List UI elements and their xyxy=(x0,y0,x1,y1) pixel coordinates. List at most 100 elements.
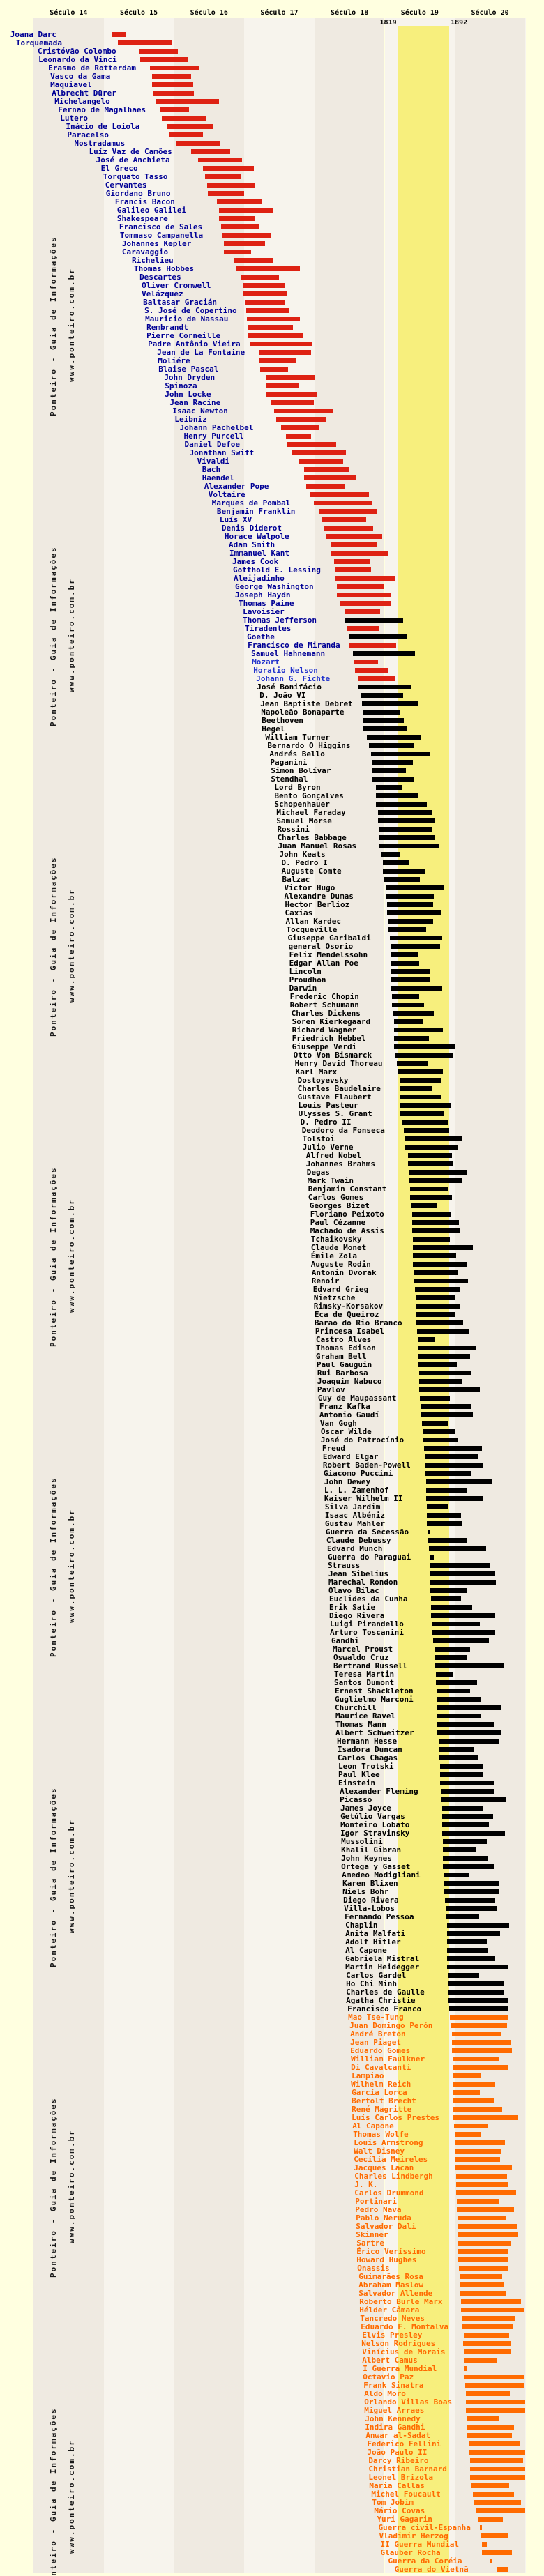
person-label: James Cook xyxy=(232,557,279,566)
person-label: Samuel Morse xyxy=(276,816,332,825)
lifespan-bar xyxy=(473,2492,514,2497)
person-label: Orlando Villas Boas xyxy=(364,2398,453,2407)
person-label: Franz Kafka xyxy=(319,1402,370,1411)
lifespan-bar xyxy=(197,158,243,162)
person-label: Simon Bolívar xyxy=(271,766,331,775)
lifespan-bar xyxy=(347,626,379,631)
person-label: Eça de Queiroz xyxy=(314,1310,379,1319)
person-label: L. L. Zamenhof xyxy=(324,1486,389,1495)
person-label: Al Capone xyxy=(345,1946,387,1955)
lifespan-bar xyxy=(415,1304,461,1309)
lifespan-bar xyxy=(363,726,407,731)
person-label: Adolf Hitler xyxy=(345,1937,401,1946)
person-label: Picasso xyxy=(340,1795,372,1804)
person-label: Tchaikovsky xyxy=(310,1235,362,1244)
lifespan-bar xyxy=(286,442,336,447)
person-label: Vladimir Herzog xyxy=(379,2531,448,2540)
person-label: Gustave Flaubert xyxy=(297,1092,372,1102)
lifespan-bar xyxy=(459,2266,508,2271)
lifespan-bar xyxy=(330,542,378,547)
lifespan-bar xyxy=(409,1195,453,1200)
lifespan-bar xyxy=(117,40,173,45)
lifespan-bar xyxy=(431,1622,481,1626)
person-label: Daniel Defoe xyxy=(184,440,240,449)
lifespan-bar xyxy=(482,2550,512,2555)
person-label: José de Anchieta xyxy=(96,155,170,165)
lifespan-bar xyxy=(443,1856,488,1861)
person-label: II Guerra Mundial xyxy=(380,2540,460,2549)
lifespan-bar xyxy=(481,2533,508,2538)
person-label: Eduardo Gomes xyxy=(350,2046,411,2055)
person-label: Amedeo Modigliani xyxy=(342,1870,421,1880)
person-label: Skinner xyxy=(356,2230,388,2239)
lifespan-bar xyxy=(443,1864,494,1869)
person-label: Igor Stravinsky xyxy=(340,1829,410,1838)
lifespan-bar xyxy=(448,1990,504,1995)
person-label: Degas xyxy=(306,1168,330,1177)
lifespan-bar xyxy=(458,2241,511,2246)
lifespan-bar xyxy=(390,944,441,949)
person-label: Benjamin Constant xyxy=(308,1184,387,1194)
person-label: Thomas Wolfe xyxy=(353,2130,409,2139)
person-label: Paul Klee xyxy=(338,1770,380,1779)
lifespan-bar xyxy=(372,777,414,782)
lifespan-bar xyxy=(480,2525,483,2530)
lifespan-bar xyxy=(393,1011,434,1016)
lifespan-bar xyxy=(469,2450,525,2455)
person-label: Luís Carlos Prestes xyxy=(352,2113,440,2122)
lifespan-bar xyxy=(417,1346,477,1350)
sidebar-brand-text: Ponteiro - Guia de Informações xyxy=(49,1166,58,1347)
lifespan-bar xyxy=(266,392,317,397)
person-label: John Keats xyxy=(279,850,326,859)
person-label: Thomas Hobbes xyxy=(134,264,195,273)
person-label: Sartre xyxy=(356,2239,384,2248)
person-label: Émile Zola xyxy=(310,1251,357,1260)
person-label: Charles Dickens xyxy=(291,1009,361,1018)
lifespan-bar xyxy=(388,927,426,932)
person-label: Jacques Lacan xyxy=(354,2163,414,2172)
person-label: Louis Pasteur xyxy=(298,1101,358,1110)
person-label: Napoleão Bonaparte xyxy=(261,708,345,717)
person-label: Samuel Hahnemann xyxy=(251,649,326,658)
lifespan-bar xyxy=(455,2157,500,2162)
person-label: Hector Berlioz xyxy=(285,900,350,909)
lifespan-bar xyxy=(299,459,344,464)
person-label: Lavoisier xyxy=(243,607,285,616)
century-label: Século 14 xyxy=(50,9,88,17)
person-label: Diego Rivera xyxy=(328,1611,385,1620)
person-label: Guerra civil-Espanha xyxy=(378,2523,471,2532)
person-label: Michael Faraday xyxy=(276,808,346,817)
lifespan-bar xyxy=(349,634,407,639)
lifespan-bar xyxy=(391,952,418,957)
lifespan-bar xyxy=(266,375,315,380)
person-label: Cecília Meireles xyxy=(354,2155,428,2164)
person-label: Hegel xyxy=(262,724,285,733)
person-label: García Lorca xyxy=(352,2088,407,2097)
lifespan-bar xyxy=(285,434,311,439)
lifespan-bar xyxy=(169,132,203,137)
lifespan-bar xyxy=(446,1906,497,1911)
lifespan-bar xyxy=(310,492,370,497)
person-label: Isaac Albéniz xyxy=(324,1511,385,1520)
person-label: Immanuel Kant xyxy=(229,549,290,558)
person-label: Oliver Cromwell xyxy=(142,281,211,290)
lifespan-bar xyxy=(442,1814,493,1819)
lifespan-bar xyxy=(345,609,381,614)
person-label: Deodoro da Fonseca xyxy=(301,1126,385,1135)
lifespan-bar xyxy=(426,1513,462,1518)
lifespan-bar xyxy=(372,768,406,773)
person-label: Michelangelo xyxy=(54,97,110,106)
person-label: Stendhal xyxy=(271,775,308,784)
person-label: Pavlov xyxy=(317,1385,345,1394)
person-label: Paganini xyxy=(270,758,308,767)
lifespan-bar xyxy=(399,1078,442,1083)
person-label: Hermann Hesse xyxy=(337,1737,398,1746)
lifespan-bar xyxy=(423,1446,483,1451)
person-label: Yuri Gagarin xyxy=(377,2515,432,2524)
lifespan-bar xyxy=(447,1948,488,1953)
person-label: S. José de Copertino xyxy=(144,306,237,315)
lifespan-bar xyxy=(407,1153,453,1158)
person-label: João Paulo II xyxy=(367,2448,428,2457)
lifespan-bar xyxy=(452,2032,501,2036)
person-label: Roberto Burle Marx xyxy=(359,2297,443,2306)
